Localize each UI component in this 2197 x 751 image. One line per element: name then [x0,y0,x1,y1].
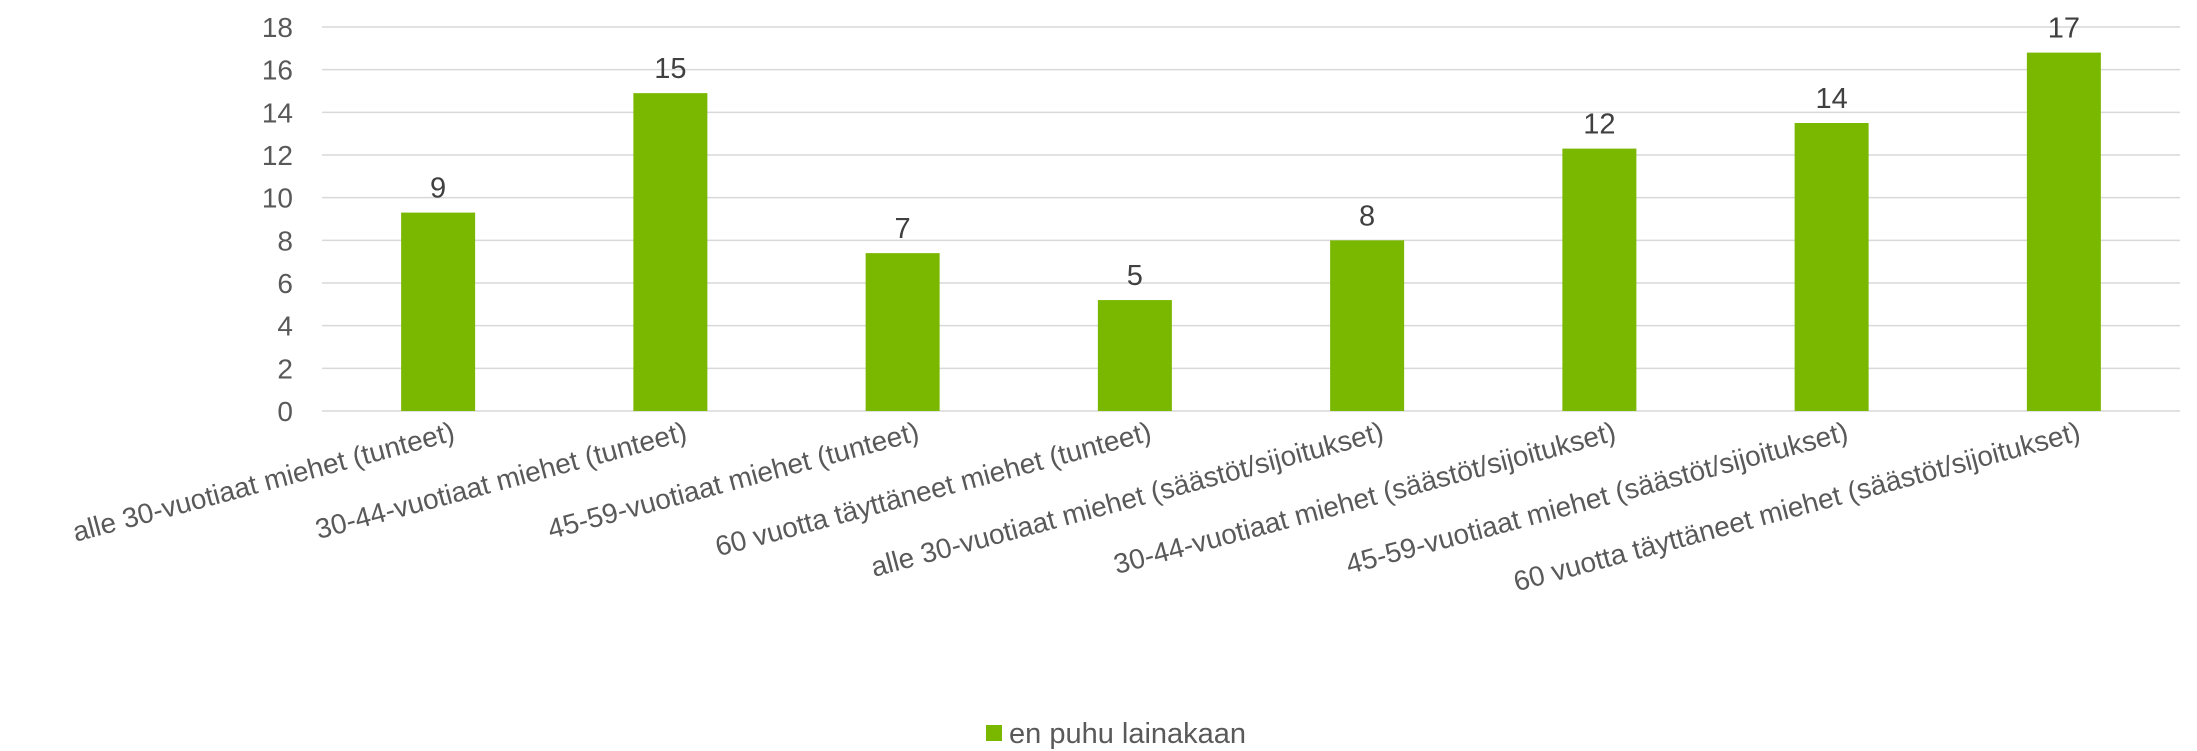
y-tick-label: 14 [262,97,293,128]
data-label: 14 [1815,83,1847,115]
bar [1330,240,1405,411]
y-tick-label: 8 [277,225,293,256]
y-tick-label: 2 [277,353,293,384]
y-tick-label: 0 [277,396,293,427]
data-label: 9 [430,173,446,205]
y-axis: 0 2 4 6 8 10 12 14 16 18 [262,12,293,427]
data-label: 15 [654,53,686,85]
data-label: 7 [895,213,911,245]
x-axis: alle 30-vuotiaat miehet (tunteet)30-44-v… [69,416,2083,597]
bar [2026,52,2101,411]
x-tick-label: 45-59-vuotiaat miehet (tunteet) [544,416,922,545]
x-tick-label: 30-44-vuotiaat miehet (tunteet) [312,416,690,545]
y-tick-label: 4 [277,311,293,342]
legend-label: en puhu lainakaan [1009,718,1246,750]
y-tick-label: 12 [262,140,293,171]
data-label: 17 [2048,13,2080,45]
gridlines [322,26,2180,412]
y-tick-label: 6 [277,268,293,299]
x-tick-label: alle 30-vuotiaat miehet (tunteet) [69,416,457,548]
bar [633,93,708,411]
bar [401,212,476,411]
bar [865,253,940,411]
bar [1562,148,1637,411]
legend: en puhu lainakaan [986,718,1246,750]
y-tick-label: 10 [262,183,293,214]
data-label: 5 [1127,260,1143,292]
bars [401,52,2101,411]
data-label: 12 [1583,109,1615,141]
y-tick-label: 16 [262,55,293,86]
legend-swatch [986,725,1002,741]
y-tick-label: 18 [262,12,293,43]
bar [1794,123,1869,411]
data-labels: 9 15 7 5 8 12 14 17 [430,13,2080,292]
data-label: 8 [1359,200,1375,232]
bar [1097,300,1172,411]
